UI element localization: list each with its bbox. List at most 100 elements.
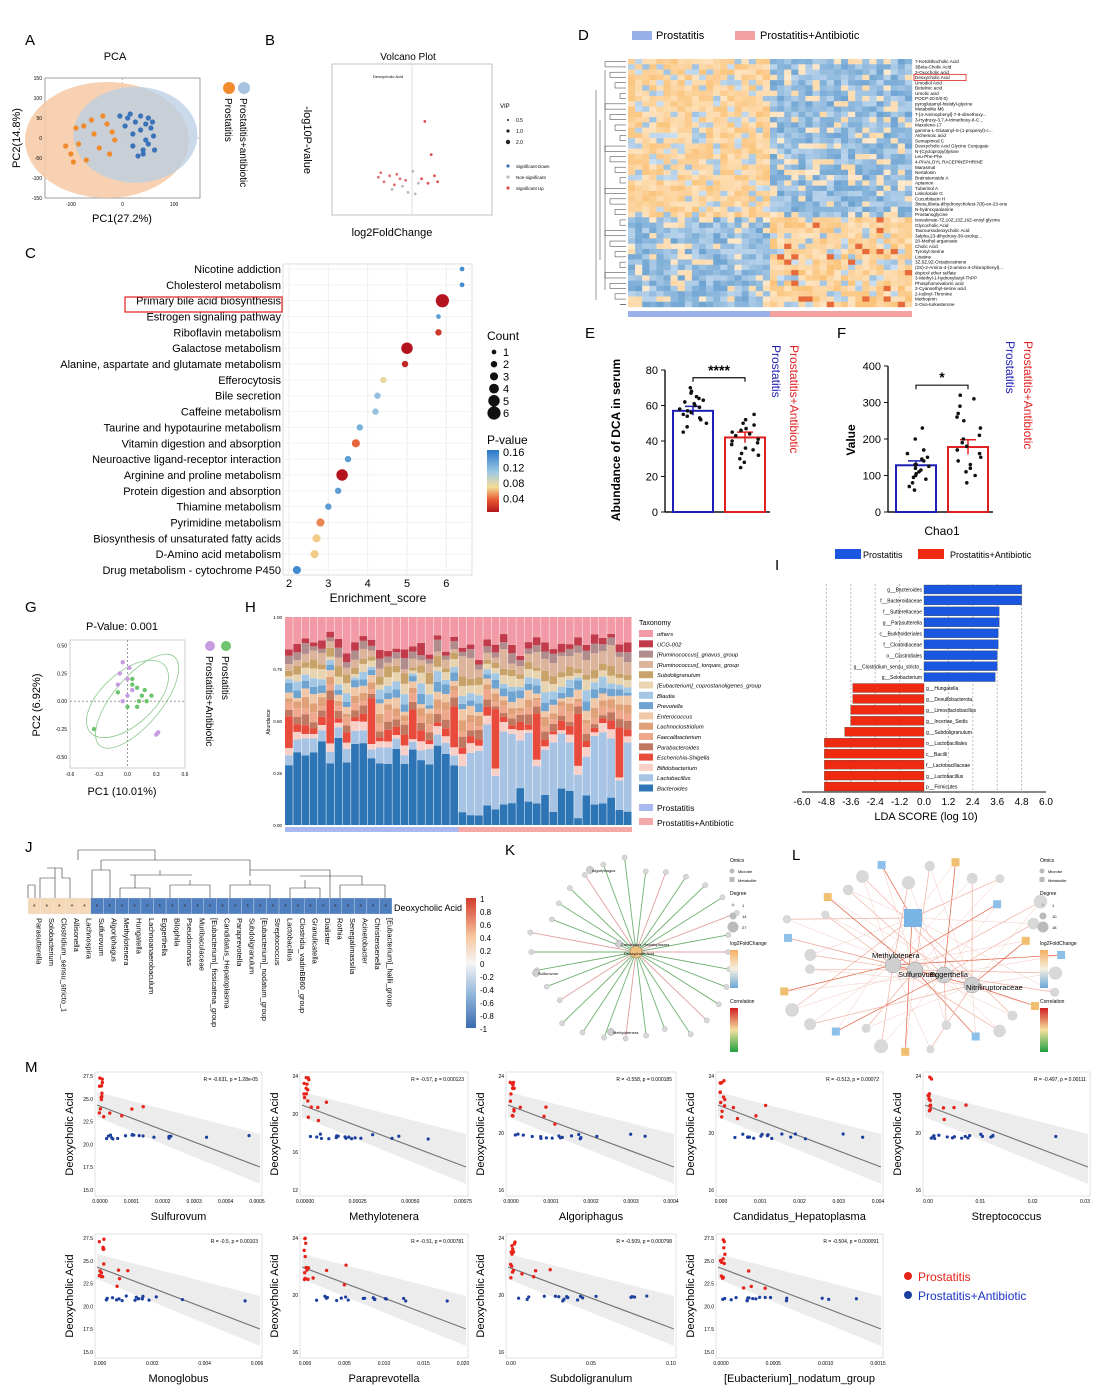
- scatter-point-prostatitis: [102, 1262, 106, 1266]
- pca-point-antibiotic: [125, 115, 131, 121]
- scatter-point-prostatitis: [101, 1115, 106, 1119]
- heatmap-cell: [770, 212, 778, 218]
- scatter-point-antibiotic: [789, 1135, 793, 1139]
- heatmap-cell: [791, 222, 799, 229]
- heatmap-cell: [869, 138, 877, 144]
- heatmap-cell: [826, 132, 835, 139]
- scatter-point-antibiotic: [578, 1137, 582, 1141]
- taxa-bar-segment: [285, 655, 293, 665]
- heatmap-cell: [883, 243, 891, 250]
- taxa-bar-segment: [318, 669, 326, 680]
- taxa-bar-segment: [615, 684, 624, 690]
- heatmap-cell: [798, 196, 806, 202]
- taxa-bar-segment: [475, 684, 483, 696]
- heatmap-cell: [713, 153, 721, 160]
- pca-xtick: 100: [170, 202, 179, 208]
- heatmap-cell: [734, 248, 742, 255]
- bar-data-point: [973, 473, 977, 478]
- taxa-legend-title: Taxonomy: [639, 620, 671, 627]
- heatmap-cell: [841, 243, 849, 250]
- heatmap-cell: [762, 254, 771, 260]
- heatmap-cell: [635, 222, 643, 229]
- heatmap-cell: [812, 243, 820, 250]
- heatmap-cell: [677, 169, 685, 176]
- volcano-xlabel: log2FoldChange: [352, 227, 433, 239]
- heatmap-cell: [805, 259, 813, 265]
- heatmap-cell: [635, 80, 643, 86]
- heatmap-cell: [699, 85, 707, 91]
- pca-point-antibiotic: [130, 143, 136, 149]
- heatmap-cell: [755, 106, 764, 112]
- scatter-point-prostatitis: [511, 1080, 516, 1085]
- taxa-bar-segment: [293, 674, 302, 682]
- taxa-bar-segment: [623, 713, 632, 722]
- heatmap-cell: [755, 212, 764, 218]
- heatmap-cell: [883, 138, 891, 144]
- heatmap-cell: [833, 296, 842, 302]
- heatmap-cell: [734, 132, 742, 139]
- heatmap-cell: [826, 301, 835, 308]
- scatter-point-prostatitis: [304, 1241, 308, 1245]
- heatmap-cell: [812, 190, 820, 197]
- scatter-ytick: 16: [292, 1150, 298, 1156]
- scatter-xlabel: Monoglobus: [149, 1373, 209, 1385]
- heatmap-cell: [762, 227, 771, 234]
- enrichment-pathway-label: Protein digestion and absorption: [123, 486, 281, 498]
- heatmap-cell: [841, 148, 849, 155]
- heatmap-cell: [628, 101, 636, 107]
- taxa-bar-segment: [491, 679, 500, 689]
- taxa-bar-segment: [532, 759, 541, 767]
- bar-data-point: [978, 426, 983, 430]
- heatmap-cell: [734, 201, 742, 207]
- heatmap-cell: [628, 291, 636, 297]
- heatmap-cell: [699, 143, 707, 149]
- taxa-bar-segment: [367, 682, 376, 690]
- scatter-point-antibiotic: [134, 1295, 138, 1299]
- heatmap-cell: [713, 132, 721, 139]
- taxa-bar-segment: [384, 721, 392, 730]
- heatmap-cell: [826, 196, 835, 202]
- heatmap-cell: [805, 159, 813, 165]
- heatmap-cell: [727, 296, 735, 302]
- panel-label-g: G: [25, 599, 37, 616]
- taxa-bar-segment: [532, 803, 541, 825]
- lefse-bar: [850, 705, 925, 715]
- heatmap-cell: [876, 111, 884, 118]
- taxa-bar-segment: [466, 678, 475, 686]
- heatmap-cell: [848, 132, 856, 139]
- heatmap-cell: [699, 159, 707, 165]
- heatmap-cell: [642, 217, 650, 223]
- taxa-bar-segment: [590, 643, 599, 654]
- heatmap-cell: [812, 95, 820, 102]
- scatter-point-antibiotic: [527, 1295, 531, 1299]
- heatmap-cell: [762, 196, 771, 202]
- taxa-bar-segment: [351, 642, 359, 651]
- network-l-edge: [866, 984, 973, 1029]
- pca-legend-swatch-antibiotic: [238, 82, 250, 94]
- heatmap-cell: [727, 248, 735, 255]
- pcoa-ytick: -0.25: [56, 727, 68, 733]
- network-legend-metabolite: Metabolite: [738, 878, 757, 883]
- scatter-xlabel: Streptococcus: [972, 1211, 1042, 1223]
- heatmap-cell: [642, 132, 650, 139]
- heatmap-cell: [762, 243, 771, 250]
- taxa-bar-segment: [351, 617, 359, 643]
- scatter-xtick: 0.05: [586, 1361, 596, 1367]
- heatmap-cell: [635, 301, 643, 308]
- bar-data-point: [925, 455, 930, 460]
- network-l-microbe-node: [805, 964, 815, 975]
- taxa-bar-segment: [425, 732, 434, 740]
- scatter-point-antibiotic: [960, 1136, 964, 1140]
- heatmap-cell: [706, 74, 714, 81]
- pca-ytick: -100: [32, 176, 42, 182]
- heatmap-cell: [649, 201, 657, 207]
- heatmap-cell: [798, 217, 806, 223]
- heatmap-cell: [826, 180, 835, 186]
- taxa-bar-segment: [524, 662, 533, 670]
- taxa-bar-segment: [351, 674, 359, 678]
- pca-title: PCA: [104, 51, 127, 63]
- heatmap-cell: [720, 285, 728, 292]
- taxa-bar-segment: [574, 680, 582, 690]
- heatmap-cell: [897, 180, 906, 186]
- enrichment-count-label: 4: [503, 384, 509, 396]
